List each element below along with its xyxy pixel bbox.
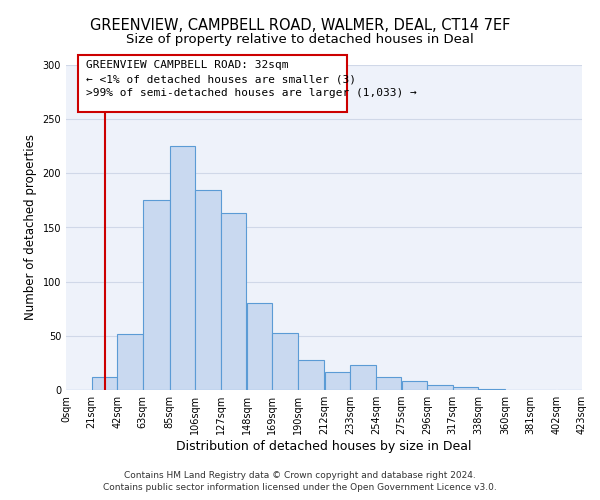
Bar: [427, 384, 452, 390]
Bar: [478, 389, 505, 390]
Text: Contains public sector information licensed under the Open Government Licence v3: Contains public sector information licen…: [103, 484, 497, 492]
Bar: [350, 365, 376, 390]
Bar: [196, 190, 221, 390]
Bar: [221, 214, 247, 390]
Bar: [376, 377, 401, 390]
Y-axis label: Number of detached properties: Number of detached properties: [24, 134, 37, 320]
Bar: [143, 200, 170, 390]
Text: GREENVIEW, CAMPBELL ROAD, WALMER, DEAL, CT14 7EF: GREENVIEW, CAMPBELL ROAD, WALMER, DEAL, …: [90, 18, 510, 32]
Bar: [325, 372, 350, 390]
Bar: [453, 387, 478, 390]
Bar: [118, 334, 143, 390]
X-axis label: Distribution of detached houses by size in Deal: Distribution of detached houses by size …: [176, 440, 472, 453]
Bar: [170, 146, 195, 390]
Text: GREENVIEW CAMPBELL ROAD: 32sqm
← <1% of detached houses are smaller (3)
>99% of : GREENVIEW CAMPBELL ROAD: 32sqm ← <1% of …: [86, 60, 417, 98]
Text: Size of property relative to detached houses in Deal: Size of property relative to detached ho…: [126, 32, 474, 46]
Bar: [247, 304, 272, 390]
FancyBboxPatch shape: [79, 55, 347, 112]
Bar: [401, 382, 427, 390]
Bar: [298, 360, 325, 390]
Bar: [272, 332, 298, 390]
Text: Contains HM Land Registry data © Crown copyright and database right 2024.: Contains HM Land Registry data © Crown c…: [124, 471, 476, 480]
Bar: [92, 377, 117, 390]
